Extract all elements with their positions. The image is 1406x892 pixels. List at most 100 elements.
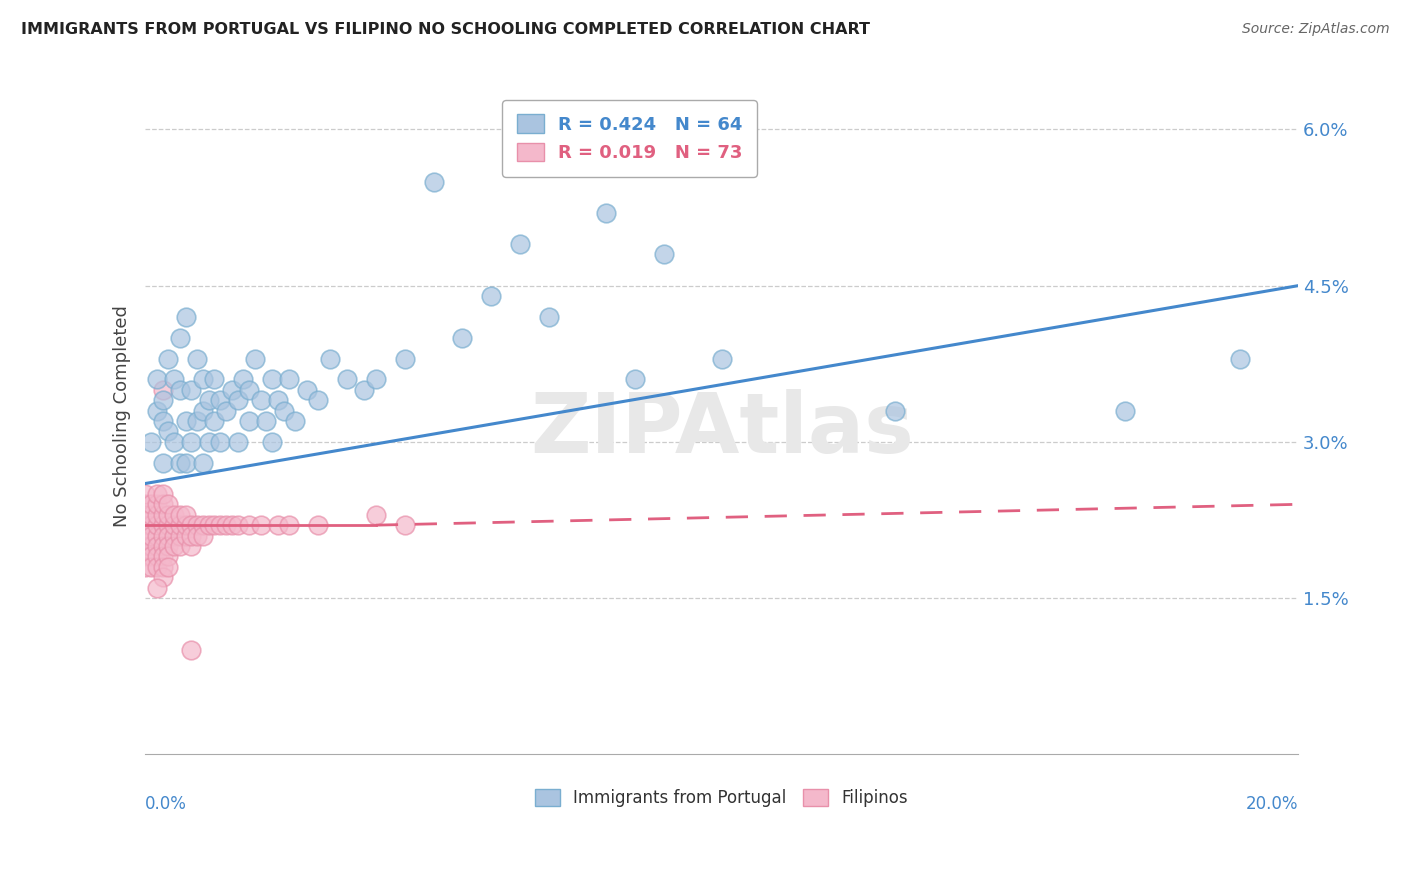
Point <box>180 434 202 449</box>
Text: 20.0%: 20.0% <box>1246 795 1298 813</box>
Point <box>180 643 202 657</box>
Point <box>262 434 284 449</box>
Point <box>186 528 208 542</box>
Point <box>152 559 174 574</box>
Point <box>191 456 214 470</box>
Point <box>134 559 156 574</box>
Point <box>146 497 169 511</box>
Point <box>215 518 238 533</box>
Point <box>197 393 219 408</box>
Point <box>139 508 162 522</box>
Point <box>479 289 502 303</box>
Point <box>139 549 162 564</box>
Point <box>243 351 266 366</box>
Point <box>624 372 647 386</box>
Point <box>174 456 197 470</box>
Point <box>157 425 180 439</box>
Point <box>226 393 249 408</box>
Point <box>163 518 186 533</box>
Point <box>157 508 180 522</box>
Point <box>191 403 214 417</box>
Point <box>169 539 191 553</box>
Point <box>186 414 208 428</box>
Point <box>394 518 416 533</box>
Point <box>157 351 180 366</box>
Point <box>174 528 197 542</box>
Text: IMMIGRANTS FROM PORTUGAL VS FILIPINO NO SCHOOLING COMPLETED CORRELATION CHART: IMMIGRANTS FROM PORTUGAL VS FILIPINO NO … <box>21 22 870 37</box>
Point <box>537 310 560 324</box>
Point <box>139 497 162 511</box>
Point <box>353 383 375 397</box>
Point <box>180 383 202 397</box>
Point <box>267 518 290 533</box>
Point <box>278 372 301 386</box>
Point <box>169 518 191 533</box>
Point <box>226 518 249 533</box>
Point <box>191 518 214 533</box>
Point <box>134 518 156 533</box>
Point <box>139 539 162 553</box>
Point <box>652 247 675 261</box>
Point <box>174 414 197 428</box>
Point <box>152 497 174 511</box>
Point <box>157 559 180 574</box>
Point <box>152 549 174 564</box>
Point <box>152 393 174 408</box>
Point <box>163 434 186 449</box>
Point <box>152 487 174 501</box>
Point <box>146 372 169 386</box>
Point <box>169 331 191 345</box>
Point <box>139 559 162 574</box>
Point <box>146 549 169 564</box>
Point <box>180 518 202 533</box>
Y-axis label: No Schooling Completed: No Schooling Completed <box>114 305 131 527</box>
Point <box>163 539 186 553</box>
Point <box>209 434 232 449</box>
Point <box>394 351 416 366</box>
Point <box>134 539 156 553</box>
Point <box>364 372 387 386</box>
Point <box>238 414 260 428</box>
Point <box>204 372 226 386</box>
Point <box>422 175 444 189</box>
Point <box>186 351 208 366</box>
Text: ZIPAtlas: ZIPAtlas <box>530 389 914 470</box>
Point <box>273 403 295 417</box>
Point <box>152 456 174 470</box>
Point <box>146 581 169 595</box>
Point <box>134 549 156 564</box>
Point <box>221 518 243 533</box>
Point <box>134 487 156 501</box>
Point <box>215 403 238 417</box>
Point <box>152 528 174 542</box>
Point <box>180 539 202 553</box>
Point <box>134 508 156 522</box>
Legend: Immigrants from Portugal, Filipinos: Immigrants from Portugal, Filipinos <box>529 782 915 814</box>
Point <box>146 518 169 533</box>
Point <box>174 508 197 522</box>
Point <box>221 383 243 397</box>
Point <box>238 383 260 397</box>
Point <box>278 518 301 533</box>
Point <box>209 393 232 408</box>
Point <box>307 393 329 408</box>
Point <box>204 414 226 428</box>
Point <box>163 372 186 386</box>
Point <box>163 528 186 542</box>
Point <box>174 310 197 324</box>
Point <box>364 508 387 522</box>
Point <box>226 434 249 449</box>
Point <box>152 383 174 397</box>
Point <box>249 518 271 533</box>
Point <box>883 403 905 417</box>
Point <box>710 351 733 366</box>
Point <box>197 518 219 533</box>
Point <box>157 497 180 511</box>
Point <box>1229 351 1251 366</box>
Point <box>152 518 174 533</box>
Point <box>139 518 162 533</box>
Point <box>186 518 208 533</box>
Point <box>180 528 202 542</box>
Point <box>1114 403 1136 417</box>
Point <box>238 518 260 533</box>
